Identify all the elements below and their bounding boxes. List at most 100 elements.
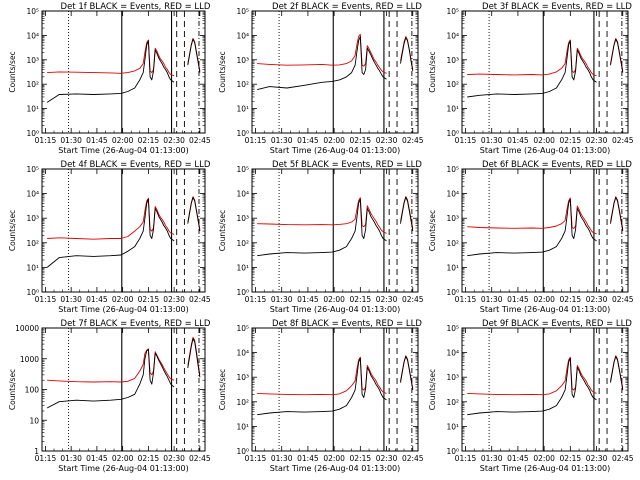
y-tick-label: 10³ <box>236 56 249 65</box>
plot-frame <box>251 168 419 293</box>
y-tick-label: 10⁰ <box>236 288 249 297</box>
x-tick-label: 01:45 <box>507 295 529 304</box>
y-tick-label: 10¹ <box>446 263 459 272</box>
panel-2: Det 2f BLACK = Events, RED = LLD 10⁰ 10¹ 10… <box>218 2 424 155</box>
x-tick-label: 02:15 <box>560 295 582 304</box>
x-tick-label: 02:00 <box>112 454 134 463</box>
y-tick-label: 10⁴ <box>446 31 459 40</box>
x-tick-label: 02:45 <box>402 136 424 145</box>
x-tick-label: 02:00 <box>533 136 555 145</box>
x-tick-label: 02:15 <box>560 136 582 145</box>
y-tick-label: 10⁰ <box>446 288 459 297</box>
y-tick-label: 10⁰ <box>446 129 459 138</box>
x-tick-label: 02:00 <box>112 295 134 304</box>
panel-title: Det 7f BLACK = Events, RED = LLD <box>61 319 211 329</box>
x-tick-label: 02:15 <box>560 454 582 463</box>
x-tick-label: 01:30 <box>481 136 503 145</box>
x-axis-label: Start Time (26-Aug-04 01:13:00) <box>480 464 611 473</box>
x-tick-label: 02:00 <box>533 454 555 463</box>
panel-title: Det 6f BLACK = Events, RED = LLD <box>482 160 632 170</box>
y-tick-label: 10⁵ <box>446 165 459 174</box>
plot-frame <box>461 168 629 293</box>
plot-frame <box>461 10 629 134</box>
x-tick-label: 02:00 <box>323 454 345 463</box>
y-tick-label: 10⁵ <box>236 165 249 174</box>
y-tick-label: 10² <box>236 398 249 407</box>
y-tick-label: 10¹ <box>236 105 249 114</box>
events-series-line <box>46 338 201 409</box>
x-tick-label: 01:30 <box>60 136 82 145</box>
y-axis-label: Counts/sec <box>8 369 17 410</box>
x-tick-label: 01:30 <box>271 295 293 304</box>
x-tick-label: 02:15 <box>138 136 160 145</box>
y-tick-label: 10⁵ <box>26 7 39 16</box>
x-axis-label: Start Time (26-Aug-04 01:13:00) <box>480 305 611 314</box>
x-tick-label: 01:45 <box>86 454 108 463</box>
panel-1: Det 1f BLACK = Events, RED = LLD 10⁰ 10¹ 10… <box>8 2 211 155</box>
y-tick-label: 10⁰ <box>236 447 249 456</box>
y-axis-label: Counts/sec <box>218 210 227 251</box>
plot-frame <box>461 327 629 452</box>
x-axis-label: Start Time (26-Aug-04 01:13:00) <box>270 146 401 155</box>
x-tick-label: 02:00 <box>112 136 134 145</box>
x-tick-label: 01:45 <box>297 295 319 304</box>
y-tick-label: 10⁰ <box>26 129 39 138</box>
x-tick-label: 02:00 <box>323 136 345 145</box>
events-series-line <box>257 36 414 91</box>
plot-frame <box>41 10 206 134</box>
y-tick-label: 10² <box>26 80 39 89</box>
events-series-line <box>467 355 624 416</box>
events-series-line <box>467 38 624 98</box>
panel-title: Det 5f BLACK = Events, RED = LLD <box>272 160 422 170</box>
x-tick-label: 02:45 <box>189 295 211 304</box>
x-tick-label: 01:30 <box>60 454 82 463</box>
x-tick-label: 02:45 <box>189 136 211 145</box>
y-axis-label: Counts/sec <box>428 369 437 410</box>
x-axis-label: Start Time (26-Aug-04 01:13:00) <box>480 146 611 155</box>
y-tick-label: 10³ <box>446 214 459 223</box>
x-tick-label: 01:30 <box>60 295 82 304</box>
x-tick-label: 01:30 <box>481 454 503 463</box>
x-tick-label: 01:30 <box>481 295 503 304</box>
x-tick-label: 02:30 <box>376 136 398 145</box>
x-tick-label: 01:30 <box>271 454 293 463</box>
x-tick-label: 02:45 <box>402 295 424 304</box>
x-tick-label: 02:45 <box>612 136 634 145</box>
y-tick-label: 10¹ <box>446 422 459 431</box>
y-tick-label: 10¹ <box>236 263 249 272</box>
y-tick-label: 10⁴ <box>236 190 249 199</box>
panel-title: Det 1f BLACK = Events, RED = LLD <box>61 2 211 12</box>
x-tick-label: 01:15 <box>245 295 267 304</box>
x-tick-label: 02:15 <box>350 295 372 304</box>
y-axis-label: Counts/sec <box>428 51 437 92</box>
y-axis-label: Counts/sec <box>218 51 227 92</box>
y-axis-label: Counts/sec <box>218 369 227 410</box>
y-tick-label: 10¹ <box>236 422 249 431</box>
x-tick-label: 02:45 <box>189 454 211 463</box>
x-tick-label: 02:00 <box>533 295 555 304</box>
x-tick-label: 01:45 <box>86 136 108 145</box>
x-axis-label: Start Time (26-Aug-04 01:13:00) <box>270 464 401 473</box>
panel-5: Det 5f BLACK = Events, RED = LLD 10⁰ 10¹ 10… <box>218 160 424 314</box>
x-tick-label: 02:45 <box>612 454 634 463</box>
plot-frame <box>41 168 206 293</box>
y-tick-label: 1000 <box>20 355 39 364</box>
x-tick-label: 01:15 <box>455 136 477 145</box>
panel-8: Det 8f BLACK = Events, RED = LLD 10⁰ 10¹ 10… <box>218 319 424 473</box>
y-tick-label: 10⁵ <box>236 7 249 16</box>
y-tick-label: 10³ <box>446 373 459 382</box>
y-tick-label: 10⁴ <box>26 190 39 199</box>
y-tick-label: 10⁴ <box>446 349 459 358</box>
x-tick-label: 02:45 <box>402 454 424 463</box>
x-tick-label: 02:30 <box>586 136 608 145</box>
events-series-line <box>46 38 201 103</box>
x-tick-label: 02:30 <box>376 295 398 304</box>
y-tick-label: 10⁴ <box>236 349 249 358</box>
y-tick-label: 10⁴ <box>446 190 459 199</box>
x-tick-label: 02:15 <box>138 454 160 463</box>
plot-frame <box>251 10 419 134</box>
panel-3: Det 3f BLACK = Events, RED = LLD 10⁰ 10¹ 10… <box>428 2 634 155</box>
x-axis-label: Start Time (26-Aug-04 01:13:00) <box>58 464 189 473</box>
x-tick-label: 01:30 <box>271 136 293 145</box>
